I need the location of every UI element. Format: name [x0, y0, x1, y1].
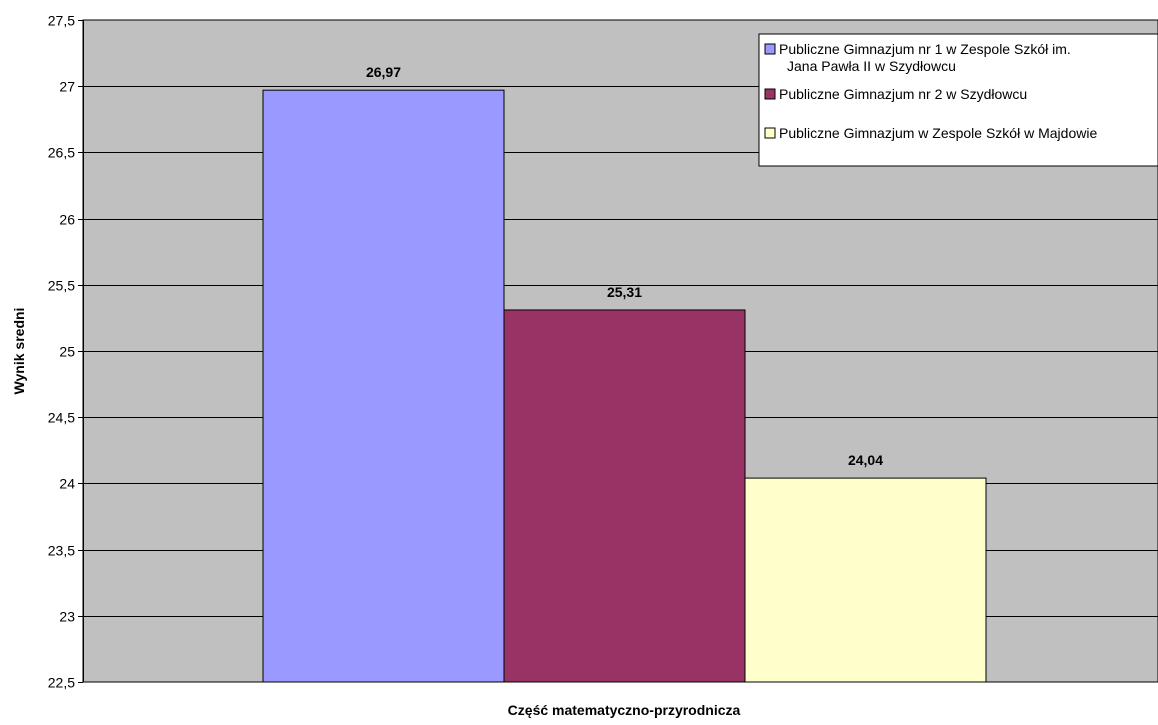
legend-swatch-series-1	[764, 43, 776, 55]
data-labels: 26,97 25,31 24,04	[366, 64, 883, 468]
y-tick-label: 25,5	[48, 278, 75, 294]
y-axis-title: Wynik sredni	[11, 308, 27, 395]
bar-series-2	[503, 309, 746, 683]
y-tick-label: 24,5	[48, 410, 75, 426]
bars	[262, 89, 987, 683]
bar-series-1	[262, 89, 505, 683]
y-tick-label: 27	[59, 79, 75, 95]
y-tick-label: 26	[59, 212, 75, 228]
y-tick-label: 25	[59, 344, 75, 360]
legend-label-series-1: Publiczne Gimnazjum nr 1 w Zespole Szkół…	[779, 41, 1071, 57]
x-axis-title: Część matematyczno-przyrodnicza	[508, 702, 741, 718]
y-tick-label: 24	[59, 476, 75, 492]
data-label-series-2: 25,31	[607, 284, 642, 300]
legend-box	[758, 33, 1158, 167]
y-tick-label: 23,5	[48, 543, 75, 559]
y-tick-label: 27,5	[48, 13, 75, 29]
legend-swatch-series-2	[764, 88, 776, 100]
legend: Publiczne Gimnazjum nr 1 w Zespole Szkół…	[758, 33, 1158, 167]
legend-label-series-1: Jana Pawła II w Szydłowcu	[787, 58, 956, 74]
legend-label-series-3: Publiczne Gimnazjum w Zespole Szkół w Ma…	[779, 125, 1097, 141]
bar-series-3	[744, 477, 987, 683]
legend-label-series-2: Publiczne Gimnazjum nr 2 w Szydłowcu	[779, 86, 1027, 102]
y-tick-label: 22,5	[48, 675, 75, 691]
y-axis: 22,5 23 23,5 24 24,5 25 25,5 26 26,5 27 27,5	[48, 13, 84, 691]
y-tick-label: 26,5	[48, 145, 75, 161]
y-tick-label: 23	[59, 609, 75, 625]
data-label-series-1: 26,97	[366, 64, 401, 80]
legend-swatch-series-3	[764, 127, 776, 139]
data-label-series-3: 24,04	[848, 452, 883, 468]
